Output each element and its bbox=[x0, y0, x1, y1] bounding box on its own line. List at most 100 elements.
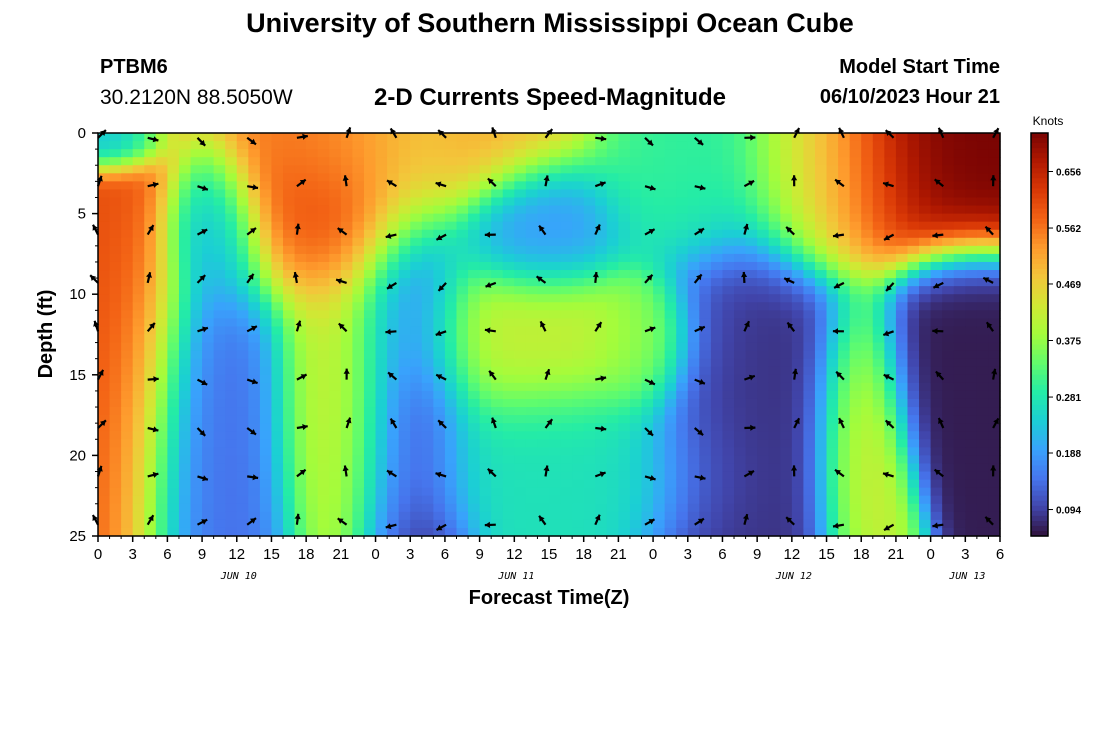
heatmap-cell bbox=[109, 189, 122, 199]
heatmap-cell bbox=[791, 334, 805, 344]
heatmap-cell bbox=[433, 423, 446, 432]
x-tick-label: 3 bbox=[129, 546, 137, 563]
heatmap-cell bbox=[340, 447, 354, 456]
heatmap-cell bbox=[976, 527, 990, 537]
heatmap-cell bbox=[676, 398, 689, 408]
colorbar-swatch bbox=[1031, 228, 1048, 235]
heatmap-cell bbox=[722, 318, 735, 328]
heatmap-cell bbox=[919, 237, 932, 247]
heatmap-cell bbox=[734, 326, 747, 336]
heatmap-cell bbox=[132, 495, 145, 505]
heatmap-cell bbox=[826, 253, 839, 263]
current-arrow bbox=[644, 378, 656, 386]
heatmap-cell bbox=[572, 374, 585, 384]
current-arrow bbox=[435, 523, 447, 531]
heatmap-cell bbox=[306, 334, 319, 344]
heatmap-cell bbox=[306, 415, 319, 424]
heatmap-cell bbox=[988, 181, 1001, 191]
heatmap-cell bbox=[976, 479, 990, 489]
heatmap-cell bbox=[514, 270, 527, 279]
heatmap-cell bbox=[340, 157, 354, 166]
heatmap-cell bbox=[780, 197, 793, 207]
heatmap-cell bbox=[514, 157, 527, 166]
heatmap-cell bbox=[398, 511, 411, 521]
heatmap-cell bbox=[236, 342, 249, 352]
heatmap-cell bbox=[895, 318, 909, 328]
heatmap-cell bbox=[352, 342, 365, 352]
heatmap-cell bbox=[294, 455, 307, 465]
heatmap-cell bbox=[283, 423, 296, 432]
heatmap-cell bbox=[421, 133, 434, 142]
heatmap-cell bbox=[398, 181, 411, 191]
current-arrow bbox=[932, 232, 944, 239]
heatmap-cell bbox=[340, 278, 354, 287]
heatmap-cell bbox=[410, 519, 423, 529]
heatmap-cell bbox=[572, 382, 585, 392]
heatmap-cell bbox=[583, 374, 596, 384]
x-tick-label: 6 bbox=[441, 546, 449, 563]
heatmap-cell bbox=[919, 245, 932, 255]
heatmap-cell bbox=[178, 261, 192, 271]
current-arrow bbox=[146, 322, 156, 333]
heatmap-cell bbox=[387, 245, 400, 255]
heatmap-cell bbox=[190, 431, 203, 440]
heatmap-cell bbox=[456, 487, 469, 497]
heatmap-cell bbox=[352, 350, 365, 360]
heatmap-cell bbox=[549, 189, 562, 199]
heatmap-cell bbox=[109, 229, 122, 239]
heatmap-cell bbox=[826, 189, 839, 199]
heatmap-cell bbox=[317, 431, 330, 440]
heatmap-cell bbox=[872, 503, 885, 513]
heatmap-cell bbox=[259, 487, 273, 497]
heatmap-cell bbox=[838, 149, 851, 158]
heatmap-cell bbox=[537, 455, 550, 465]
heatmap-cell bbox=[479, 253, 492, 263]
current-arrow bbox=[783, 277, 795, 284]
heatmap-cell bbox=[410, 479, 423, 489]
heatmap-cell bbox=[202, 205, 215, 215]
heatmap-cell bbox=[583, 479, 596, 489]
heatmap-cell bbox=[572, 471, 585, 481]
heatmap-cell bbox=[849, 278, 862, 287]
heatmap-cell bbox=[849, 479, 862, 489]
heatmap-cell bbox=[653, 229, 666, 239]
heatmap-cell bbox=[849, 390, 862, 400]
heatmap-cell bbox=[791, 423, 805, 432]
heatmap-cell bbox=[988, 157, 1001, 166]
heatmap-cell bbox=[444, 374, 458, 384]
heatmap-cell bbox=[109, 390, 122, 400]
heatmap-cell bbox=[768, 229, 781, 239]
heatmap-cell bbox=[757, 310, 770, 319]
heatmap-cell bbox=[791, 519, 805, 529]
heatmap-cell bbox=[849, 463, 862, 473]
heatmap-cell bbox=[861, 447, 874, 456]
heatmap-cell bbox=[202, 463, 215, 473]
heatmap-cell bbox=[757, 415, 770, 424]
heatmap-cell bbox=[248, 270, 261, 279]
heatmap-cell bbox=[155, 221, 168, 231]
heatmap-cell bbox=[976, 326, 990, 336]
heatmap-cell bbox=[202, 423, 215, 432]
heatmap-cell bbox=[190, 479, 203, 489]
current-arrow bbox=[785, 516, 795, 526]
heatmap-cell bbox=[722, 423, 735, 432]
heatmap-cell bbox=[178, 229, 192, 239]
colorbar-swatch bbox=[1031, 178, 1048, 184]
heatmap-cell bbox=[965, 390, 978, 400]
heatmap-cell bbox=[595, 519, 608, 529]
heatmap-cell bbox=[814, 221, 828, 231]
heatmap-cell bbox=[583, 133, 596, 142]
heatmap-cell bbox=[919, 310, 932, 319]
heatmap-cell bbox=[826, 431, 839, 440]
heatmap-cell bbox=[294, 447, 307, 456]
heatmap-cell bbox=[745, 334, 758, 344]
current-arrow bbox=[386, 281, 397, 290]
heatmap-cell bbox=[757, 366, 770, 376]
heatmap-cell bbox=[734, 237, 747, 247]
heatmap-cell bbox=[629, 439, 643, 448]
heatmap-cell bbox=[734, 302, 747, 311]
heatmap-cell bbox=[387, 407, 400, 416]
heatmap-cell bbox=[502, 270, 515, 279]
heatmap-cell bbox=[768, 471, 781, 481]
